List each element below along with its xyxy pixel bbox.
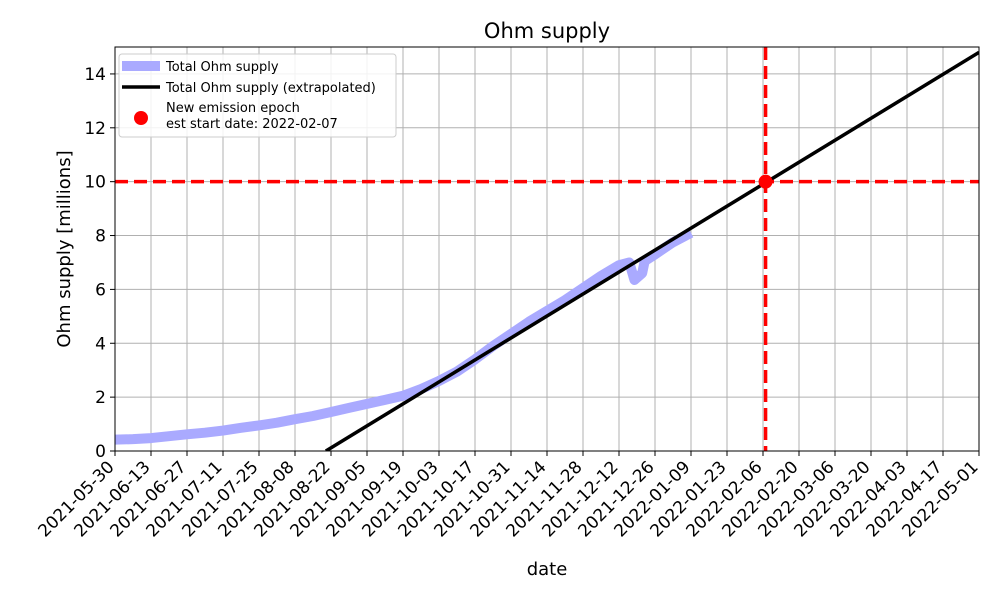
y-axis: 0 2 4 6 8 10 12 14 (84, 65, 115, 462)
legend-label-total-ohm-supply: Total Ohm supply (165, 60, 279, 75)
y-tick-label: 2 (95, 388, 106, 408)
legend-box (118, 53, 397, 138)
legend-label-extrapolated: Total Ohm supply (extrapolated) (165, 81, 376, 96)
plot-content (115, 47, 979, 451)
y-tick-label: 14 (84, 65, 106, 85)
legend-swatch-emission-epoch (134, 111, 148, 125)
y-tick-label: 12 (84, 119, 106, 139)
legend-label-emission-epoch: est start date: 2022-02-07 (166, 117, 338, 132)
y-axis-title: Ohm supply [millions] (54, 150, 75, 347)
legend: Total Ohm supply Total Ohm supply (extrap… (118, 53, 397, 138)
y-tick-label: 10 (84, 173, 106, 193)
chart-title: Ohm supply (484, 19, 610, 43)
y-tick-label: 4 (95, 334, 106, 354)
legend-label-emission-epoch: New emission epoch (166, 101, 300, 116)
y-tick-label: 8 (95, 227, 106, 247)
y-tick-label: 6 (95, 280, 106, 300)
emission-epoch-point (758, 174, 773, 189)
y-tick-label: 0 (95, 442, 106, 462)
x-axis-title: date (527, 559, 568, 580)
series-extrapolated (324, 50, 979, 451)
